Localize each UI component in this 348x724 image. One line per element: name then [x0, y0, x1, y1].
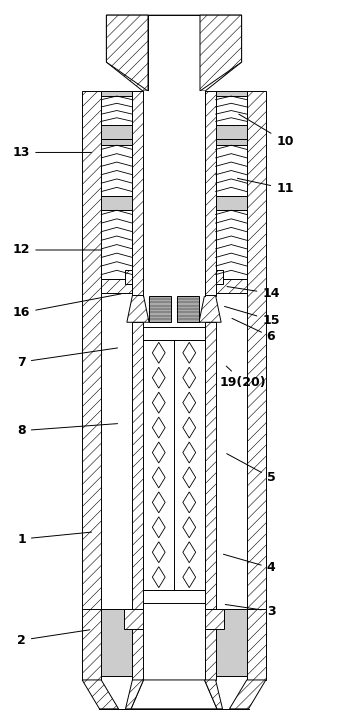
Bar: [143, 589, 205, 602]
Bar: [205, 609, 224, 629]
Polygon shape: [183, 342, 196, 363]
Bar: [82, 91, 101, 611]
Polygon shape: [106, 15, 148, 91]
Text: 6: 6: [232, 319, 275, 343]
Polygon shape: [183, 467, 196, 488]
Bar: [132, 91, 143, 295]
Polygon shape: [152, 542, 165, 563]
Bar: [216, 269, 223, 284]
Text: 13: 13: [13, 146, 92, 159]
Polygon shape: [183, 517, 196, 538]
Polygon shape: [229, 680, 266, 709]
Polygon shape: [183, 567, 196, 588]
Bar: [216, 210, 247, 279]
Bar: [216, 195, 247, 210]
Bar: [101, 146, 132, 195]
Bar: [143, 340, 205, 589]
Polygon shape: [126, 680, 143, 709]
Bar: [101, 609, 132, 676]
Bar: [247, 91, 266, 611]
Polygon shape: [183, 392, 196, 413]
Bar: [216, 609, 247, 676]
Polygon shape: [183, 542, 196, 563]
Bar: [205, 91, 216, 295]
Text: 12: 12: [13, 243, 102, 256]
Polygon shape: [152, 517, 165, 538]
Bar: [143, 327, 205, 340]
Polygon shape: [131, 680, 217, 709]
Polygon shape: [200, 15, 242, 91]
Text: 2: 2: [17, 630, 90, 647]
Polygon shape: [82, 680, 119, 709]
Text: 5: 5: [227, 454, 275, 484]
Polygon shape: [183, 492, 196, 513]
Bar: [149, 295, 171, 322]
Bar: [101, 195, 132, 210]
Bar: [143, 91, 205, 295]
Polygon shape: [106, 15, 242, 91]
Polygon shape: [152, 567, 165, 588]
Bar: [216, 91, 247, 131]
Text: 10: 10: [239, 114, 294, 148]
Bar: [216, 279, 247, 293]
Polygon shape: [152, 417, 165, 438]
Bar: [177, 295, 199, 322]
Polygon shape: [205, 680, 222, 709]
Bar: [205, 322, 216, 609]
Text: 1: 1: [17, 532, 92, 546]
Polygon shape: [127, 295, 149, 322]
Polygon shape: [183, 442, 196, 463]
Bar: [216, 125, 247, 140]
Bar: [101, 279, 132, 293]
Text: 14: 14: [227, 287, 280, 300]
Bar: [216, 96, 247, 125]
Polygon shape: [152, 442, 165, 463]
Bar: [205, 609, 216, 680]
Polygon shape: [152, 492, 165, 513]
Polygon shape: [152, 367, 165, 388]
Text: 15: 15: [224, 306, 280, 327]
Text: 16: 16: [13, 294, 121, 319]
Text: 19(20): 19(20): [220, 366, 267, 389]
Bar: [101, 210, 132, 279]
Bar: [132, 322, 143, 609]
Polygon shape: [183, 417, 196, 438]
Polygon shape: [152, 392, 165, 413]
Polygon shape: [152, 342, 165, 363]
Polygon shape: [199, 295, 221, 322]
Polygon shape: [183, 367, 196, 388]
Bar: [101, 125, 132, 140]
Polygon shape: [148, 15, 200, 91]
Text: 3: 3: [225, 605, 275, 618]
Text: 8: 8: [17, 424, 118, 437]
Bar: [124, 609, 143, 629]
Bar: [216, 140, 247, 146]
Bar: [82, 609, 101, 680]
Bar: [125, 269, 132, 284]
Text: 4: 4: [223, 555, 275, 574]
Bar: [101, 140, 132, 146]
Bar: [101, 91, 132, 131]
Bar: [101, 96, 132, 125]
Text: 7: 7: [17, 348, 118, 369]
Bar: [216, 146, 247, 195]
Text: 11: 11: [237, 178, 294, 195]
Bar: [247, 609, 266, 680]
Bar: [132, 609, 143, 680]
Polygon shape: [152, 467, 165, 488]
